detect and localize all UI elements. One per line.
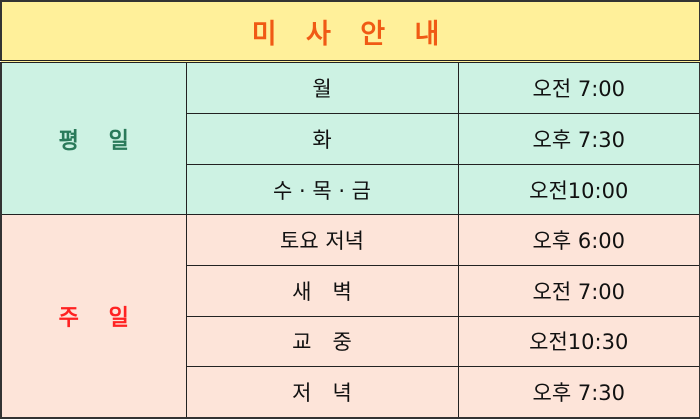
day-cell: 교 중 (185, 315, 459, 368)
day-cell: 월 (185, 60, 459, 115)
sunday-label: 주 일 (0, 214, 187, 419)
table-row: 화 오후 7:30 (1, 113, 700, 165)
day-cell: 토요 저녁 (185, 214, 459, 266)
day-cell: 수 · 목 · 금 (185, 163, 459, 216)
day-cell: 화 (185, 113, 459, 165)
time-cell: 오전 7:00 (457, 60, 700, 115)
table-row: 평 일 월 오전 7:00 (0, 60, 700, 216)
day-cell: 새 벽 (185, 264, 459, 317)
day-cell: 저 녁 (185, 366, 459, 419)
time-cell: 오후 7:30 (457, 113, 700, 165)
weekday-label: 평 일 (0, 60, 187, 216)
time-cell: 오전10:30 (457, 315, 700, 368)
time-cell: 오전10:00 (457, 163, 700, 216)
table-row: 주 일 토요 저녁 오후 6:00 (0, 214, 700, 419)
time-cell: 오후 7:30 (457, 366, 700, 419)
time-cell: 오전 7:00 (457, 264, 700, 317)
page-title: 미 사 안 내 (0, 0, 700, 63)
time-cell: 오후 6:00 (457, 214, 700, 266)
